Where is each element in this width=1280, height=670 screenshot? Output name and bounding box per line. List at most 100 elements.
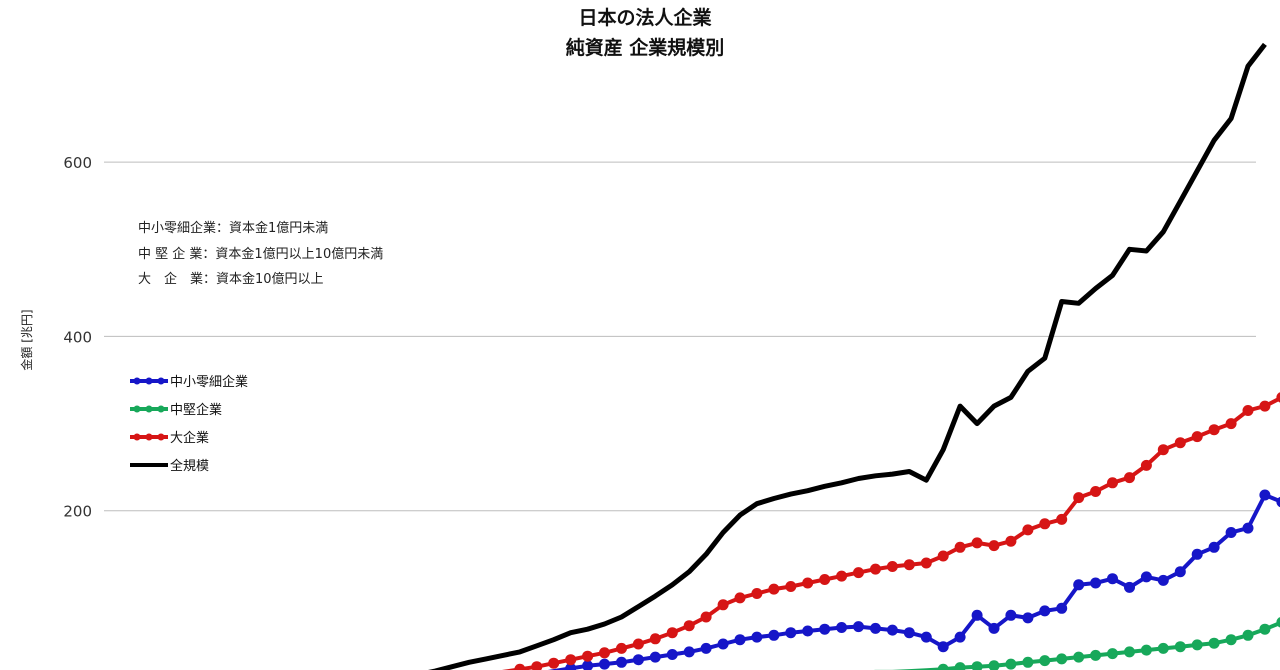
data-point: [1124, 581, 1135, 593]
data-point: [734, 634, 746, 646]
legend-item-small: 中小零細企業: [130, 374, 248, 390]
data-point: [1140, 571, 1152, 583]
data-point: [802, 625, 814, 637]
data-point: [717, 599, 729, 611]
data-point: [751, 588, 763, 599]
data-point: [683, 646, 695, 658]
legend-marker-small: [145, 377, 153, 385]
data-point: [1242, 405, 1254, 416]
data-point: [599, 658, 610, 670]
y-axis-ticks: 200 400 600: [63, 154, 92, 521]
data-point: [666, 649, 678, 660]
series-0: [547, 489, 1280, 670]
legend-label-large: 大企業: [170, 430, 209, 446]
data-point: [971, 661, 983, 670]
data-point: [1157, 444, 1169, 456]
data-point: [1140, 459, 1152, 471]
legend-marker-medium: [145, 405, 153, 413]
data-point: [1157, 642, 1169, 654]
data-point: [599, 647, 610, 659]
data-point: [1005, 535, 1017, 547]
legend-label-total: 全規模: [170, 458, 209, 474]
legend: 中小零細企業 中堅企業 大企業 全規模: [130, 374, 248, 474]
data-point: [836, 570, 848, 582]
data-point: [1056, 653, 1068, 665]
series-line: [873, 620, 1280, 670]
legend-marker-large: [145, 433, 153, 441]
data-point: [1276, 496, 1280, 508]
data-point: [1090, 649, 1102, 661]
series-3: [427, 42, 1267, 670]
data-point: [1039, 518, 1051, 530]
chart-subtitle: 純資産 企業規模別: [566, 36, 725, 59]
data-point: [988, 540, 1000, 552]
y-tick-label: 400: [63, 328, 92, 346]
data-point: [1124, 646, 1135, 658]
data-point: [1242, 522, 1254, 534]
data-point: [1191, 548, 1203, 560]
data-point: [819, 623, 831, 635]
definition-large: 大 企 業：資本金10億円以上: [138, 271, 324, 287]
chart-title: 日本の法人企業: [578, 6, 712, 29]
legend-marker-medium: [133, 405, 141, 413]
data-point: [870, 563, 881, 575]
data-point: [649, 633, 661, 645]
series-line: [427, 42, 1267, 670]
data-point: [768, 583, 780, 595]
data-point: [954, 631, 966, 643]
legend-marker-medium: [157, 405, 165, 413]
definition-small: 中小零細企業：資本金1億円未満: [138, 220, 328, 236]
data-point: [971, 609, 983, 621]
data-point: [920, 557, 932, 569]
data-point: [1174, 437, 1186, 449]
data-point: [548, 657, 560, 669]
data-point: [1107, 477, 1118, 489]
definitions-note: 中小零細企業：資本金1億円未満 中 堅 企 業：資本金1億円以上10億円未満 大…: [138, 220, 383, 287]
data-point: [971, 537, 983, 549]
data-point: [531, 661, 543, 670]
data-point: [1174, 566, 1186, 578]
data-point: [1107, 648, 1118, 660]
data-point: [886, 624, 898, 636]
data-point: [700, 611, 712, 623]
legend-item-large: 大企業: [130, 430, 209, 446]
data-point: [1056, 513, 1068, 525]
y-axis-label: 金額 [兆円]: [19, 309, 34, 370]
data-point: [1157, 574, 1169, 586]
y-tick-label: 600: [63, 154, 92, 172]
legend-item-total: 全規模: [130, 458, 209, 474]
y-tick-label: 200: [63, 503, 92, 521]
data-point: [988, 660, 1000, 670]
data-point: [1039, 655, 1051, 667]
data-point: [1056, 602, 1068, 614]
data-point: [565, 662, 577, 670]
data-point: [1242, 629, 1254, 641]
data-point: [1208, 541, 1220, 553]
data-point: [903, 559, 915, 571]
data-point: [870, 622, 881, 634]
data-point: [1090, 486, 1102, 497]
data-point: [1039, 605, 1051, 617]
data-point: [1225, 418, 1237, 430]
data-point: [1208, 637, 1220, 649]
data-point: [1005, 609, 1017, 621]
data-point: [988, 622, 1000, 634]
data-point: [616, 642, 627, 654]
data-point: [632, 638, 644, 650]
data-point: [1022, 612, 1034, 624]
legend-label-medium: 中堅企業: [170, 402, 222, 418]
legend-marker-large: [133, 433, 141, 441]
data-point: [1005, 658, 1017, 670]
definition-medium: 中 堅 企 業：資本金1億円以上10億円未満: [138, 246, 383, 262]
data-point: [1140, 644, 1152, 656]
data-point: [920, 631, 932, 643]
data-point: [954, 541, 966, 553]
data-point: [886, 561, 898, 572]
data-point: [1073, 651, 1085, 663]
legend-marker-small: [133, 377, 141, 385]
data-point: [582, 650, 594, 662]
data-point: [632, 654, 644, 666]
data-point: [785, 581, 797, 592]
data-point: [1174, 641, 1186, 653]
